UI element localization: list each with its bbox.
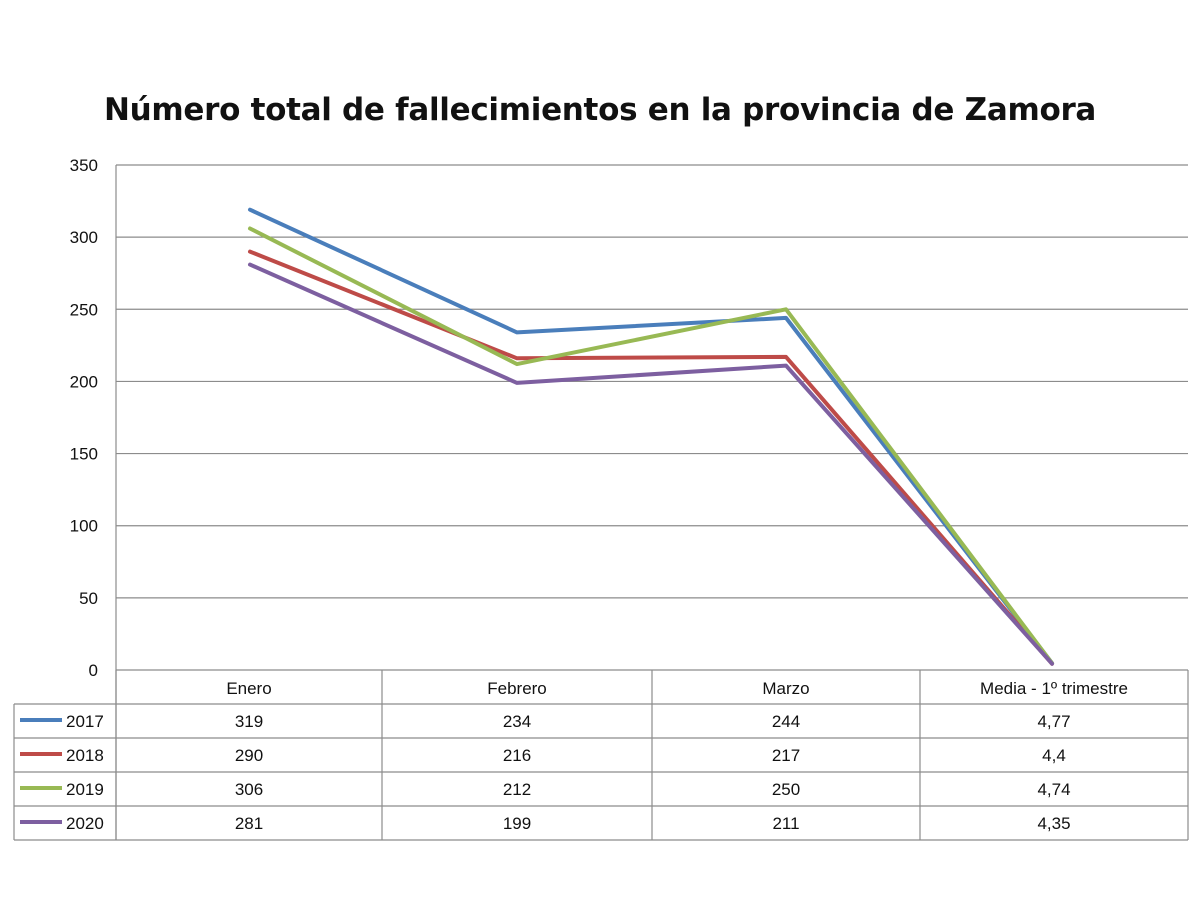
data-table-value: 4,35 [1037, 814, 1070, 833]
y-axis-ticks: 0 50 100 150 200 250 300 350 [70, 156, 98, 680]
category-label: Marzo [762, 679, 809, 698]
y-tick-label: 250 [70, 300, 98, 319]
data-table-value: 250 [772, 780, 800, 799]
y-tick-label: 50 [79, 589, 98, 608]
y-tick-label: 300 [70, 228, 98, 247]
data-table-value: 211 [772, 814, 799, 833]
data-table-value: 199 [503, 814, 531, 833]
y-tick-label: 100 [70, 517, 98, 536]
data-table-value: 216 [503, 746, 531, 765]
data-table-value: 306 [235, 780, 263, 799]
y-tick-label: 350 [70, 156, 98, 175]
data-table-value: 212 [503, 780, 531, 799]
data-table-value: 290 [235, 746, 263, 765]
y-tick-label: 0 [89, 661, 98, 680]
data-table-value: 281 [235, 814, 263, 833]
data-table-value: 319 [235, 712, 263, 731]
category-label: Media - 1º trimestre [980, 679, 1128, 698]
y-tick-label: 150 [70, 445, 98, 464]
data-table-value: 4,77 [1037, 712, 1070, 731]
series-line [248, 207, 1054, 666]
series-line [248, 262, 1054, 666]
category-label: Febrero [487, 679, 547, 698]
legend-label: 2020 [66, 814, 104, 833]
series-line [248, 226, 1054, 666]
data-table-value: 234 [503, 712, 531, 731]
series-line [248, 249, 1054, 666]
y-tick-label: 200 [70, 372, 98, 391]
gridlines [115, 164, 1188, 840]
legend-label: 2017 [66, 712, 104, 731]
legend-label: 2018 [66, 746, 104, 765]
legend-label: 2019 [66, 780, 104, 799]
data-table-value: 4,4 [1042, 746, 1066, 765]
chart-title: Número total de fallecimientos en la pro… [103, 92, 1097, 128]
data-table-value: 217 [772, 746, 800, 765]
data-table-value: 244 [772, 712, 800, 731]
series-lines [248, 207, 1054, 666]
data-table-value: 4,74 [1037, 780, 1070, 799]
data-table: Enero Febrero Marzo Media - 1º trimestre 201… [13, 669, 1189, 841]
category-label: Enero [226, 679, 271, 698]
